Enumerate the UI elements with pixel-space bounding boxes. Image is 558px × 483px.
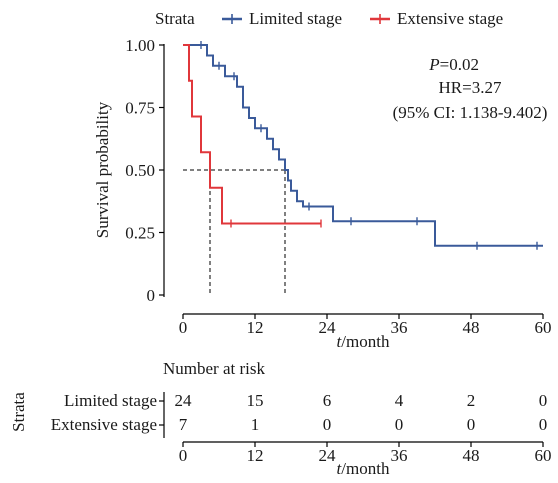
risk-row-label: Extensive stage [51,415,157,434]
risk-count: 0 [323,415,332,434]
confidence-interval: (95% CI: 1.138-9.402) [393,103,548,122]
risk-x-tick-label: 24 [319,446,337,465]
risk-count: 0 [467,415,476,434]
x-tick-label: 36 [391,318,408,337]
risk-x-tick-label: 12 [247,446,264,465]
risk-row-label: Limited stage [64,391,157,410]
risk-count: 2 [467,391,476,410]
y-tick-label: 1.00 [125,36,155,55]
risk-count: 1 [251,415,260,434]
legend-title: Strata [155,9,195,28]
stats-annotation: P=0.02 HR=3.27 (95% CI: 1.138-9.402) [393,55,548,122]
legend-label-extensive: Extensive stage [397,9,503,28]
risk-x-tick-label: 60 [535,446,552,465]
survival-curve-limited [183,44,543,247]
risk-count: 24 [175,391,193,410]
x-axis-label: t/month [337,332,390,351]
y-tick-label: 0.50 [125,161,155,180]
x-tick-label: 12 [247,318,264,337]
x-tick-label: 48 [463,318,480,337]
risk-table-strata-label: Strata [9,392,28,432]
survival-curves [183,41,543,250]
risk-count: 4 [395,391,404,410]
y-tick-label: 0.25 [125,224,155,243]
x-tick-label: 60 [535,318,552,337]
median-guides [183,169,286,295]
y-tick-label: 0.75 [125,99,155,118]
risk-table-x-axis-label: t/month [337,459,390,478]
x-tick-label: 0 [179,318,188,337]
risk-count: 6 [323,391,332,410]
risk-count: 0 [539,415,548,434]
risk-table: Limited stage 24 15 6 4 2 0 Extensive stage 7 1 0 0… [51,391,552,465]
plot-axes: 0 0.25 0.50 0.75 1.00 0 12 24 36 48 60 [125,36,551,337]
survival-curve-extensive [183,44,321,225]
risk-count: 7 [179,415,188,434]
hazard-ratio: HR=3.27 [439,78,502,97]
p-value: P=0.02 [428,55,479,74]
legend-label-limited: Limited stage [249,9,342,28]
risk-x-tick-label: 48 [463,446,480,465]
risk-x-tick-label: 36 [391,446,408,465]
risk-x-tick-label: 0 [179,446,188,465]
y-axis-label: Survival probability [93,101,112,238]
risk-count: 0 [539,391,548,410]
legend: Strata Limited stage Extensive stage [155,9,503,28]
y-tick-label: 0 [147,286,156,305]
risk-count: 15 [247,391,264,410]
risk-count: 0 [395,415,404,434]
risk-table-title: Number at risk [163,359,265,378]
x-tick-label: 24 [319,318,337,337]
